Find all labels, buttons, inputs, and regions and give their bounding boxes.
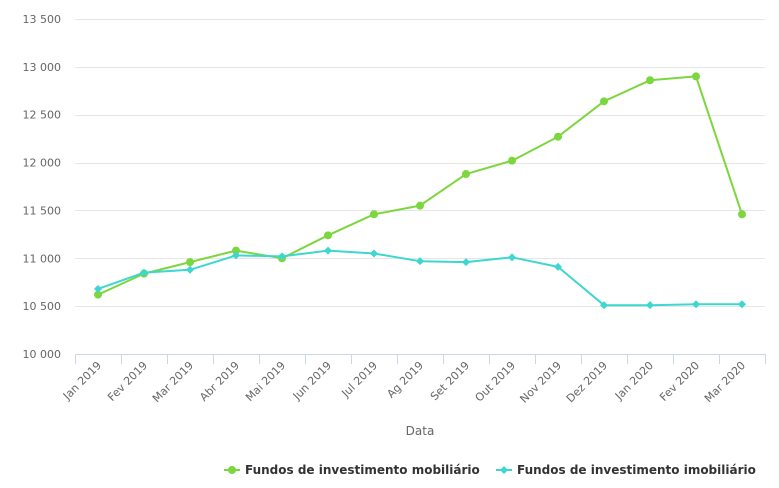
series-group	[94, 72, 746, 310]
y-tick-label: 13 500	[23, 13, 62, 26]
data-point[interactable]	[692, 72, 700, 81]
data-point[interactable]	[508, 156, 516, 165]
data-point[interactable]	[232, 246, 240, 255]
series-2	[94, 246, 746, 310]
x-tick-label: Dez 2019	[564, 359, 610, 405]
x-tick-label: Ag 2019	[384, 359, 426, 401]
x-tick-label: Mar 2020	[702, 359, 748, 405]
x-axis: Jan 2019 Fev 2019 Mar 2019 Abr 2019 Mai 2019…	[60, 354, 766, 406]
x-tick-label: Nov 2019	[517, 359, 564, 406]
legend-label: Fundos de investimento imobiliário	[517, 463, 756, 477]
x-tick-label: Abr 2019	[197, 359, 242, 404]
x-tick-label: Set 2019	[428, 359, 472, 403]
y-tick-label: 11 500	[23, 204, 62, 217]
data-point[interactable]	[186, 265, 194, 274]
data-point[interactable]	[462, 258, 470, 267]
y-tick-label: 12 000	[23, 157, 62, 170]
x-tick-label: Jan 2019	[60, 359, 104, 403]
data-point[interactable]	[462, 170, 470, 179]
x-tick-label: Fev 2019	[105, 359, 150, 404]
data-point[interactable]	[508, 253, 516, 262]
data-point[interactable]	[738, 300, 746, 309]
data-point[interactable]	[186, 258, 194, 267]
data-point[interactable]	[600, 97, 608, 106]
data-point[interactable]	[692, 300, 700, 309]
legend-item-1[interactable]: Fundos de investimento mobiliário	[224, 463, 480, 477]
data-point[interactable]	[370, 249, 378, 258]
data-point[interactable]	[370, 210, 378, 219]
data-point[interactable]	[324, 231, 332, 240]
data-point[interactable]	[646, 301, 654, 310]
y-tick-label: 12 500	[23, 109, 62, 122]
y-axis-ticks: 10 000 10 500 11 000 11 500 12 000 12 500 13 0…	[23, 13, 62, 361]
legend-item-2[interactable]: Fundos de investimento imobiliário	[496, 463, 756, 477]
x-tick-label: Jul 2019	[339, 359, 381, 401]
data-point[interactable]	[554, 262, 562, 271]
data-point[interactable]	[94, 290, 102, 299]
legend-marker	[500, 466, 508, 474]
y-tick-label: 10 000	[23, 348, 62, 361]
data-point[interactable]	[94, 284, 102, 293]
x-tick-label: Jun 2019	[290, 359, 334, 403]
data-point[interactable]	[416, 257, 424, 266]
y-tick-label: 11 000	[23, 252, 62, 265]
data-point[interactable]	[738, 210, 746, 219]
data-point[interactable]	[232, 251, 240, 260]
x-tick-label: Jan 2020	[612, 359, 656, 403]
data-point[interactable]	[278, 252, 286, 261]
series-1	[94, 72, 746, 299]
data-point[interactable]	[646, 76, 654, 85]
data-point[interactable]	[324, 246, 332, 255]
data-point[interactable]	[554, 132, 562, 141]
legend-marker	[228, 466, 236, 474]
y-tick-label: 10 500	[23, 300, 62, 313]
legend[interactable]: Fundos de investimento mobiliário Fundos …	[224, 463, 756, 477]
data-point[interactable]	[600, 301, 608, 310]
data-point[interactable]	[140, 268, 148, 277]
legend-label: Fundos de investimento mobiliário	[245, 463, 480, 477]
y-tick-label: 13 000	[23, 61, 62, 74]
x-tick-label: Mai 2019	[243, 359, 288, 404]
x-tick-label: Out 2019	[473, 359, 519, 405]
x-tick-label: Fev 2020	[657, 359, 702, 404]
x-tick-label: Mar 2019	[150, 359, 196, 405]
x-axis-title: Data	[406, 424, 435, 438]
data-point[interactable]	[416, 201, 424, 210]
